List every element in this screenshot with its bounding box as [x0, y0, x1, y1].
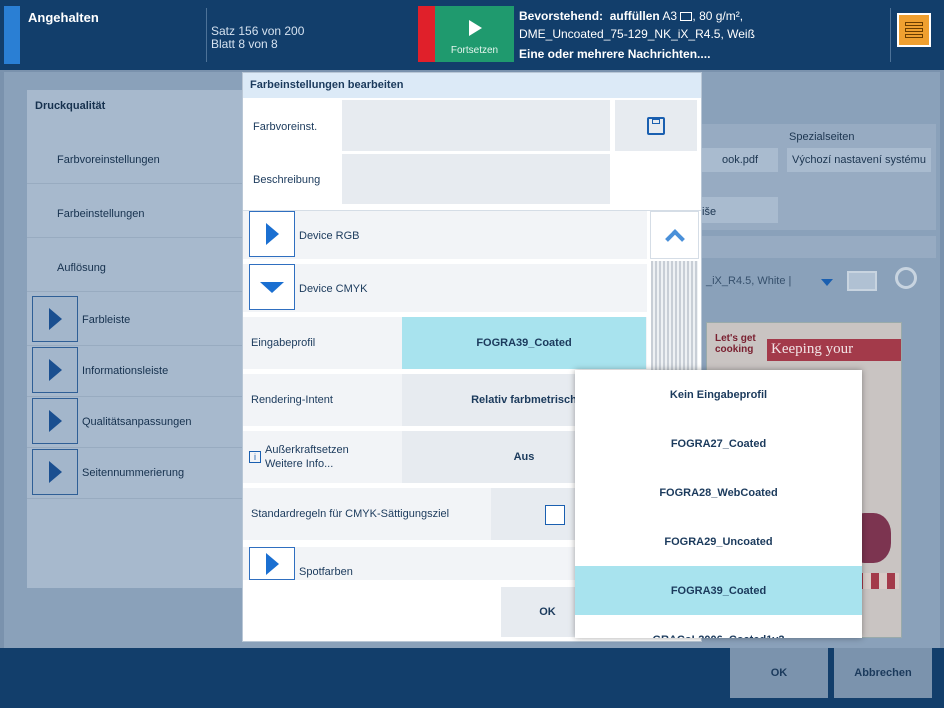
footer: OK Abbrechen — [0, 648, 944, 708]
upcoming-label: Bevorstehend: — [519, 9, 604, 23]
bg-chevron — [821, 279, 833, 286]
upcoming-media-name: DME_Uncoated_75-129_NK_iX_R4.5, Weiß — [519, 27, 755, 41]
bg-system-default: Výchozí nastavení systému — [787, 148, 931, 172]
panel-item[interactable]: Auflösung — [27, 240, 243, 292]
ok-button[interactable]: OK — [730, 648, 828, 698]
expand-button[interactable] — [32, 296, 78, 342]
cancel-button[interactable]: Abbrechen — [834, 648, 932, 698]
upcoming: Bevorstehend: auffüllen A3 , 80 g/m², — [519, 9, 743, 23]
collapse-button[interactable] — [249, 264, 295, 310]
setting-label: Außerkraftsetzen — [265, 444, 349, 456]
panel-expand-row[interactable] — [27, 449, 243, 499]
setting-sublabel[interactable]: Weitere Info... — [265, 458, 334, 470]
dropdown-option[interactable]: FOGRA27_Coated — [575, 419, 862, 468]
save-icon — [647, 116, 665, 135]
preset-input[interactable] — [342, 100, 610, 151]
collapse-icon — [260, 281, 284, 293]
section-label: Device RGB — [299, 230, 360, 242]
panel-item: Qualitätsanpassungen — [82, 416, 192, 428]
expand-icon — [265, 223, 279, 245]
setting-label: Rendering-Intent — [251, 394, 333, 406]
panel-item: Seitennummerierung — [82, 467, 185, 479]
dropdown-option[interactable]: FOGRA29_Uncoated — [575, 517, 862, 566]
setting-label: Eingabeprofil — [251, 337, 316, 349]
upcoming-weight: , 80 g/m², — [692, 9, 744, 23]
bg-special-pages: Spezialseiten — [789, 131, 855, 143]
set-count: Satz 156 von 200 — [211, 24, 305, 38]
dialog-title: Farbeinstellungen bearbeiten — [243, 73, 701, 98]
panel-item[interactable]: Farbvoreinstellungen — [27, 132, 243, 184]
sheet-count: Blatt 8 von 8 — [211, 37, 278, 51]
section-label: Spotfarben — [299, 566, 353, 578]
scroll-up-icon — [664, 229, 685, 249]
setting-label: Standardregeln für CMYK-Sättigungsziel — [251, 508, 450, 520]
bg-fragment: iše — [702, 197, 778, 223]
error-indicator — [418, 6, 435, 62]
paper-icon — [680, 12, 693, 21]
resume-button[interactable]: Fortsetzen — [435, 6, 514, 62]
divider — [206, 8, 207, 62]
left-panel: Druckqualität Farbvoreinstellungen Farbei… — [27, 90, 243, 588]
divider — [243, 210, 701, 211]
expand-button[interactable] — [32, 347, 78, 393]
dropdown-option[interactable]: FOGRA28_WebCoated — [575, 468, 862, 517]
icon-part — [652, 118, 660, 124]
dropdown-option[interactable]: Kein Eingabeprofil — [575, 370, 862, 419]
system-icon[interactable] — [897, 13, 931, 47]
play-icon — [469, 20, 482, 36]
state: Angehalten — [28, 10, 99, 25]
icon-part — [905, 28, 923, 32]
status-bar: Angehalten Satz 156 von 200 Blatt 8 von … — [0, 0, 944, 70]
setting-value[interactable]: FOGRA39_Coated — [402, 317, 646, 369]
icon-part — [905, 34, 923, 38]
expand-button[interactable] — [249, 211, 295, 257]
bg-file: ook.pdf — [702, 148, 778, 172]
panel-expand-row[interactable] — [27, 296, 243, 346]
bg-view-icon — [847, 271, 877, 291]
state-indicator — [4, 6, 20, 64]
description-label: Beschreibung — [253, 174, 321, 186]
expand-icon — [48, 359, 62, 381]
save-button[interactable] — [615, 100, 697, 151]
section-rgb[interactable] — [243, 211, 647, 259]
section-label: Device CMYK — [299, 283, 368, 295]
panel-item[interactable]: Farbeinstellungen — [27, 186, 243, 238]
expand-button[interactable] — [249, 547, 295, 580]
messages: Eine oder mehrere Nachrichten.... — [519, 47, 711, 61]
info-icon[interactable]: i — [249, 451, 261, 463]
checkbox[interactable] — [545, 505, 565, 525]
dropdown-list: Kein Eingabeprofil FOGRA27_Coated FOGRA28_… — [575, 370, 862, 638]
divider — [890, 8, 891, 62]
expand-icon — [48, 461, 62, 483]
expand-icon — [265, 552, 279, 575]
expand-button[interactable] — [32, 398, 78, 444]
expand-button[interactable] — [32, 449, 78, 495]
bg-bar — [702, 236, 936, 258]
panel-title: Druckqualität — [35, 100, 106, 112]
preview-heading: Keeping your — [767, 339, 901, 361]
panel-item: Informationsleiste — [82, 365, 169, 377]
bg-media: _iX_R4.5, White | — [706, 275, 792, 287]
preset-label: Farbvoreinst. — [253, 121, 318, 133]
description-input[interactable] — [342, 154, 610, 204]
dropdown-option[interactable]: GRACoL2006_Coated1v2 — [575, 615, 862, 638]
bg-search-icon — [895, 267, 917, 289]
expand-icon — [48, 308, 62, 330]
upcoming-media: A3 — [662, 9, 678, 23]
resume-label: Fortsetzen — [450, 45, 499, 56]
expand-icon — [48, 410, 62, 432]
scroll-up[interactable] — [650, 211, 699, 259]
panel-item: Farbleiste — [82, 314, 131, 326]
preview-title: Let's get cooking — [715, 333, 756, 355]
upcoming-action: auffüllen — [609, 9, 660, 23]
dropdown-option[interactable]: FOGRA39_Coated — [575, 566, 862, 615]
icon-part — [905, 22, 923, 26]
panel-expand-row[interactable] — [27, 398, 243, 448]
section-cmyk[interactable] — [243, 264, 647, 312]
panel-expand-row[interactable] — [27, 347, 243, 397]
